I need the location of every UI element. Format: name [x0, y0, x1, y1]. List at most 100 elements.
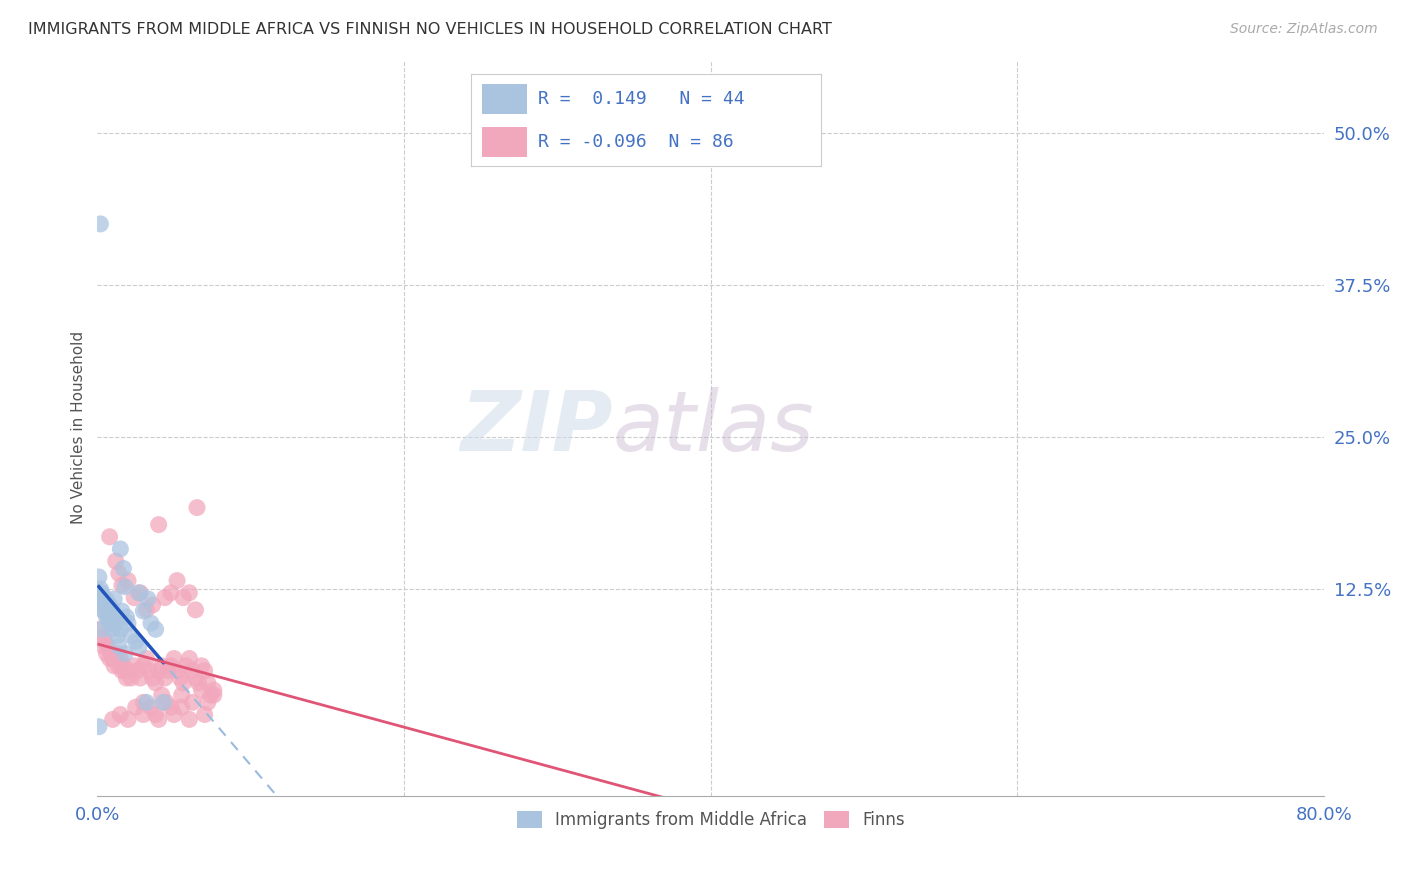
Point: [89, 582, 111, 596]
Point: [112, 561, 135, 575]
Point: [105, 647, 128, 661]
Point: [117, 574, 139, 588]
Point: [150, 658, 173, 673]
Point: [101, 651, 124, 665]
Point: [174, 658, 197, 673]
Point: [197, 676, 219, 690]
Point: [111, 664, 134, 678]
Point: [125, 700, 148, 714]
Point: [170, 700, 193, 714]
Point: [135, 603, 157, 617]
Point: [163, 651, 186, 665]
Point: [136, 591, 159, 606]
Point: [145, 707, 167, 722]
Point: [111, 578, 134, 592]
Point: [150, 688, 173, 702]
Point: [120, 628, 142, 642]
Point: [172, 676, 194, 690]
Point: [87, 623, 110, 637]
Point: [91, 603, 114, 617]
Point: [98, 616, 121, 631]
Point: [101, 712, 124, 726]
Point: [97, 603, 120, 617]
Point: [169, 671, 191, 685]
Point: [122, 591, 145, 605]
Point: [194, 707, 217, 722]
Point: [108, 658, 131, 673]
Point: [93, 640, 115, 654]
Point: [160, 700, 183, 714]
Point: [87, 720, 110, 734]
Point: [103, 658, 125, 673]
Point: [98, 598, 121, 612]
Point: [132, 695, 155, 709]
Point: [166, 664, 188, 678]
Point: [93, 591, 115, 605]
Point: [129, 586, 152, 600]
Point: [115, 671, 138, 685]
Text: ZIP: ZIP: [460, 387, 613, 468]
Point: [152, 695, 174, 709]
Point: [179, 586, 201, 600]
Point: [94, 598, 117, 612]
Point: [100, 647, 122, 661]
Point: [108, 566, 131, 581]
Point: [87, 570, 110, 584]
Point: [120, 671, 142, 685]
Point: [101, 604, 124, 618]
Point: [128, 640, 150, 655]
Point: [139, 700, 162, 714]
Point: [114, 664, 136, 678]
Point: [160, 658, 183, 673]
Point: [181, 695, 204, 709]
Point: [110, 651, 132, 665]
Point: [135, 695, 157, 709]
Point: [125, 634, 148, 648]
Point: [104, 616, 127, 631]
Point: [114, 647, 136, 661]
Point: [184, 671, 207, 685]
Point: [89, 217, 111, 231]
Text: IMMIGRANTS FROM MIDDLE AFRICA VS FINNISH NO VEHICLES IN HOUSEHOLD CORRELATION CH: IMMIGRANTS FROM MIDDLE AFRICA VS FINNISH…: [28, 22, 832, 37]
Point: [105, 628, 128, 642]
Point: [96, 593, 118, 607]
Point: [117, 616, 139, 631]
Point: [91, 631, 114, 645]
Y-axis label: No Vehicles in Household: No Vehicles in Household: [72, 331, 86, 524]
Point: [197, 695, 219, 709]
Point: [91, 623, 114, 637]
Point: [117, 664, 139, 678]
Point: [156, 664, 179, 678]
Point: [114, 580, 136, 594]
Legend: Immigrants from Middle Africa, Finns: Immigrants from Middle Africa, Finns: [510, 804, 911, 836]
Point: [127, 664, 149, 678]
Point: [98, 530, 121, 544]
Point: [128, 586, 150, 600]
Point: [103, 591, 125, 606]
Point: [153, 591, 176, 605]
Point: [190, 683, 212, 698]
Point: [141, 598, 163, 612]
Point: [97, 640, 120, 654]
Point: [194, 664, 217, 678]
Point: [148, 517, 170, 532]
Point: [202, 683, 225, 698]
Point: [129, 671, 152, 685]
Point: [91, 586, 114, 600]
Point: [111, 604, 134, 618]
Point: [117, 712, 139, 726]
Point: [132, 707, 155, 722]
Point: [94, 634, 117, 648]
Point: [96, 610, 118, 624]
Point: [89, 591, 111, 605]
Point: [132, 658, 155, 673]
Point: [112, 658, 135, 673]
Point: [141, 671, 163, 685]
Point: [101, 623, 124, 637]
Point: [115, 610, 138, 624]
Point: [186, 500, 208, 515]
Point: [155, 695, 177, 709]
Point: [160, 586, 183, 600]
Text: atlas: atlas: [613, 387, 814, 468]
Point: [200, 688, 222, 702]
